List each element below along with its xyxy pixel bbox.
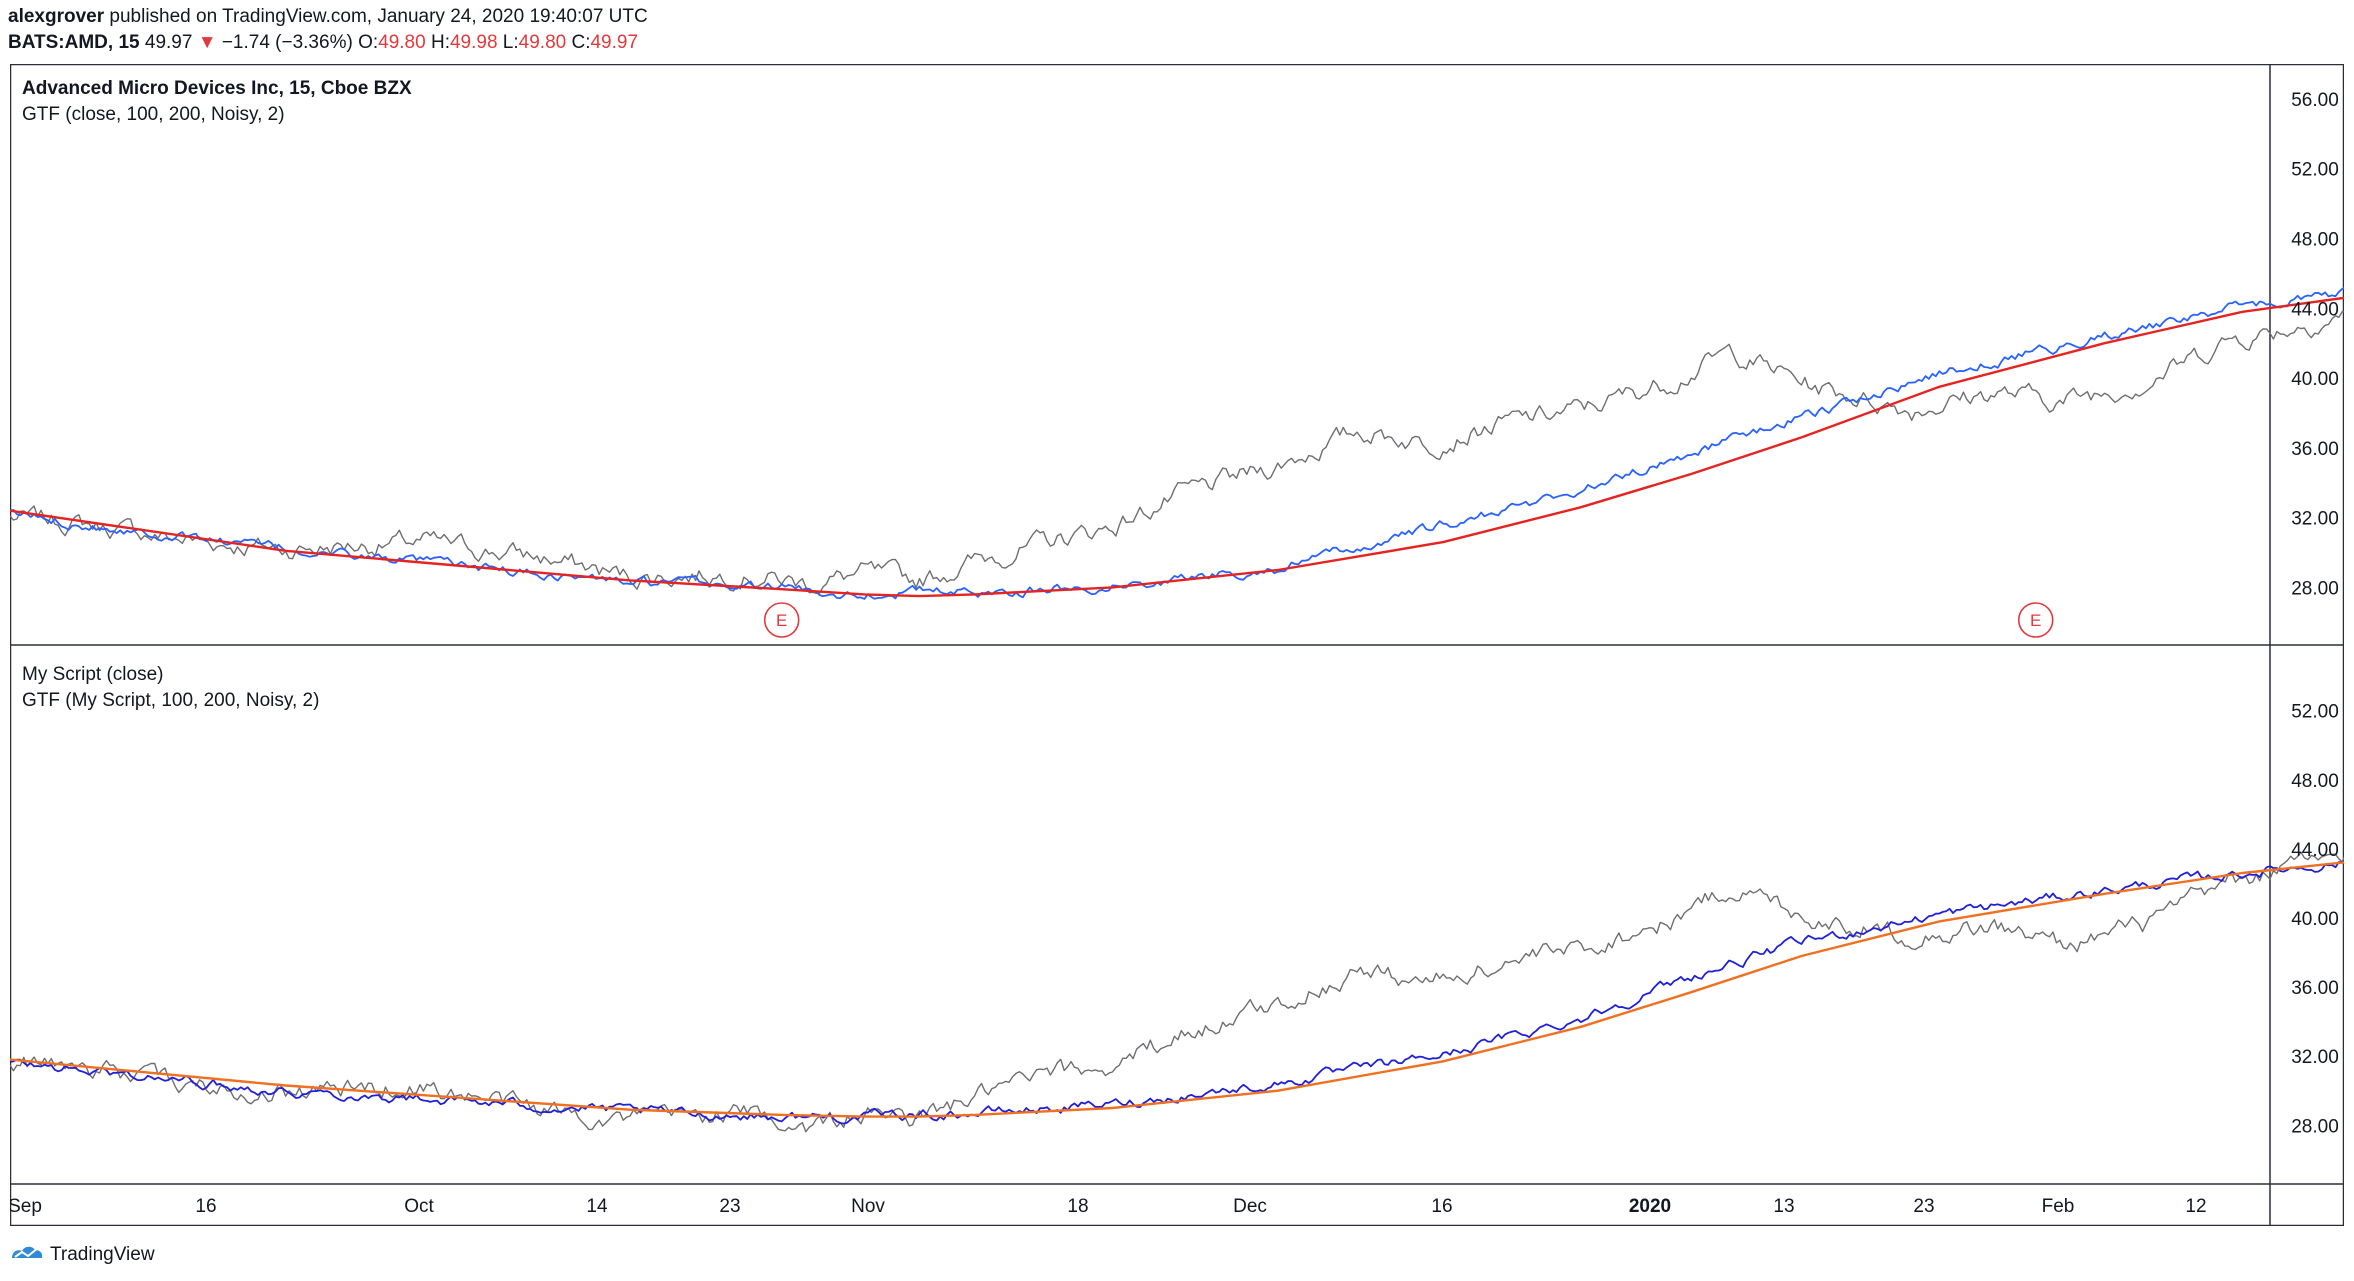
time-tick-label: 23 (1913, 1196, 1934, 1217)
svg-text:E: E (776, 611, 787, 630)
fast-filter-line (9, 285, 2354, 600)
price-tick-label: 52.00 (2291, 160, 2339, 181)
price-series-line (9, 851, 2354, 1133)
price-tick-label: 44.00 (2291, 299, 2339, 320)
footer-brand[interactable]: TradingView (50, 1244, 155, 1265)
time-tick-label: 16 (1431, 1196, 1452, 1217)
price-tick-label: 56.00 (2291, 90, 2339, 111)
close-value: 49.97 (590, 32, 639, 53)
time-tick-label: 13 (1773, 1196, 1794, 1217)
price-line (9, 310, 2354, 594)
open-label: O: (358, 32, 379, 53)
time-tick-label: Oct (404, 1196, 434, 1217)
price-tick-label: 48.00 (2291, 229, 2339, 250)
pane-title: My Script (close) (22, 664, 163, 685)
price-tick-label: 32.00 (2291, 509, 2339, 530)
price-tick-label: 44.00 (2291, 840, 2339, 861)
earnings-icon[interactable]: E (2017, 602, 2054, 638)
chart-header: alexgrover published on TradingView.com,… (8, 4, 1608, 56)
pane-subtitle: GTF (close, 100, 200, Noisy, 2) (22, 104, 285, 125)
time-tick-label: Dec (1233, 1196, 1267, 1217)
symbol-name: BATS:AMD, 15 (8, 32, 140, 53)
change-down-icon: ▼ (197, 32, 217, 53)
author-name[interactable]: alexgrover (8, 6, 105, 27)
earnings-icon[interactable]: E (763, 602, 800, 638)
svg-text:E: E (2030, 611, 2041, 630)
fast-filter-series (9, 285, 2354, 600)
price-tick-label: 40.00 (2291, 909, 2339, 930)
close-label: C: (571, 32, 591, 53)
last-price: 49.97 (144, 32, 193, 53)
time-tick-label: Sep (10, 1196, 42, 1217)
time-tick-label: 18 (1067, 1196, 1088, 1217)
low-label: L: (502, 32, 519, 53)
slow-filter-series (9, 860, 2354, 1118)
symbol-line: BATS:AMD, 15 49.97 ▼ −1.74 (−3.36%) O:49… (8, 30, 1608, 56)
price-scale-main[interactable]: 56.00 52.00 48.00 44.00 40.00 36.00 32.00 28.00 (2291, 90, 2339, 600)
price-tick-label: 28.00 (2291, 578, 2339, 599)
fast-filter-series (9, 859, 2354, 1125)
slow-filter-line (9, 295, 2354, 598)
tradingview-logo-icon[interactable] (10, 1242, 44, 1269)
publish-line: alexgrover published on TradingView.com,… (8, 4, 1608, 30)
high-label: H: (430, 32, 450, 53)
pane-title: Advanced Micro Devices Inc, 15, Cboe BZX (22, 78, 412, 99)
time-tick-label: Feb (2042, 1196, 2075, 1217)
time-tick-label: 12 (2185, 1196, 2206, 1217)
footer: TradingView (10, 1240, 155, 1270)
time-tick-label: Nov (851, 1196, 885, 1217)
slow-filter-series (9, 295, 2354, 598)
slow-filter-line (9, 860, 2354, 1118)
time-tick-label: 2020 (1629, 1196, 1671, 1217)
time-tick-label: 23 (719, 1196, 740, 1217)
price-tick-label: 48.00 (2291, 771, 2339, 792)
fast-filter-line (9, 859, 2354, 1125)
pane-subtitle: GTF (My Script, 100, 200, Noisy, 2) (22, 690, 319, 711)
price-tick-label: 52.00 (2291, 702, 2339, 723)
price-change: −1.74 (−3.36%) (221, 32, 353, 53)
pane-script[interactable]: 52.00 48.00 44.00 40.00 36.00 32.00 28.00 My S… (9, 650, 2354, 1138)
time-scale[interactable]: Sep 16 Oct 14 23 Nov 18 Dec 16 2020 13 23 Feb 12 (8, 1196, 2207, 1217)
time-tick-label: 16 (195, 1196, 216, 1217)
open-value: 49.80 (378, 32, 426, 53)
published-text: published on TradingView.com, January 24… (109, 6, 648, 27)
price-tick-label: 32.00 (2291, 1047, 2339, 1068)
price-scale-script[interactable]: 52.00 48.00 44.00 40.00 36.00 32.00 28.00 (2291, 702, 2339, 1138)
price-series-line (9, 310, 2354, 594)
time-tick-label: 14 (586, 1196, 608, 1217)
price-tick-label: 40.00 (2291, 369, 2339, 390)
high-value: 49.98 (449, 32, 498, 53)
price-tick-label: 36.00 (2291, 439, 2339, 460)
price-tick-label: 36.00 (2291, 978, 2339, 999)
price-tick-label: 28.00 (2291, 1116, 2339, 1137)
low-value: 49.80 (518, 32, 567, 53)
price-line (9, 851, 2354, 1133)
